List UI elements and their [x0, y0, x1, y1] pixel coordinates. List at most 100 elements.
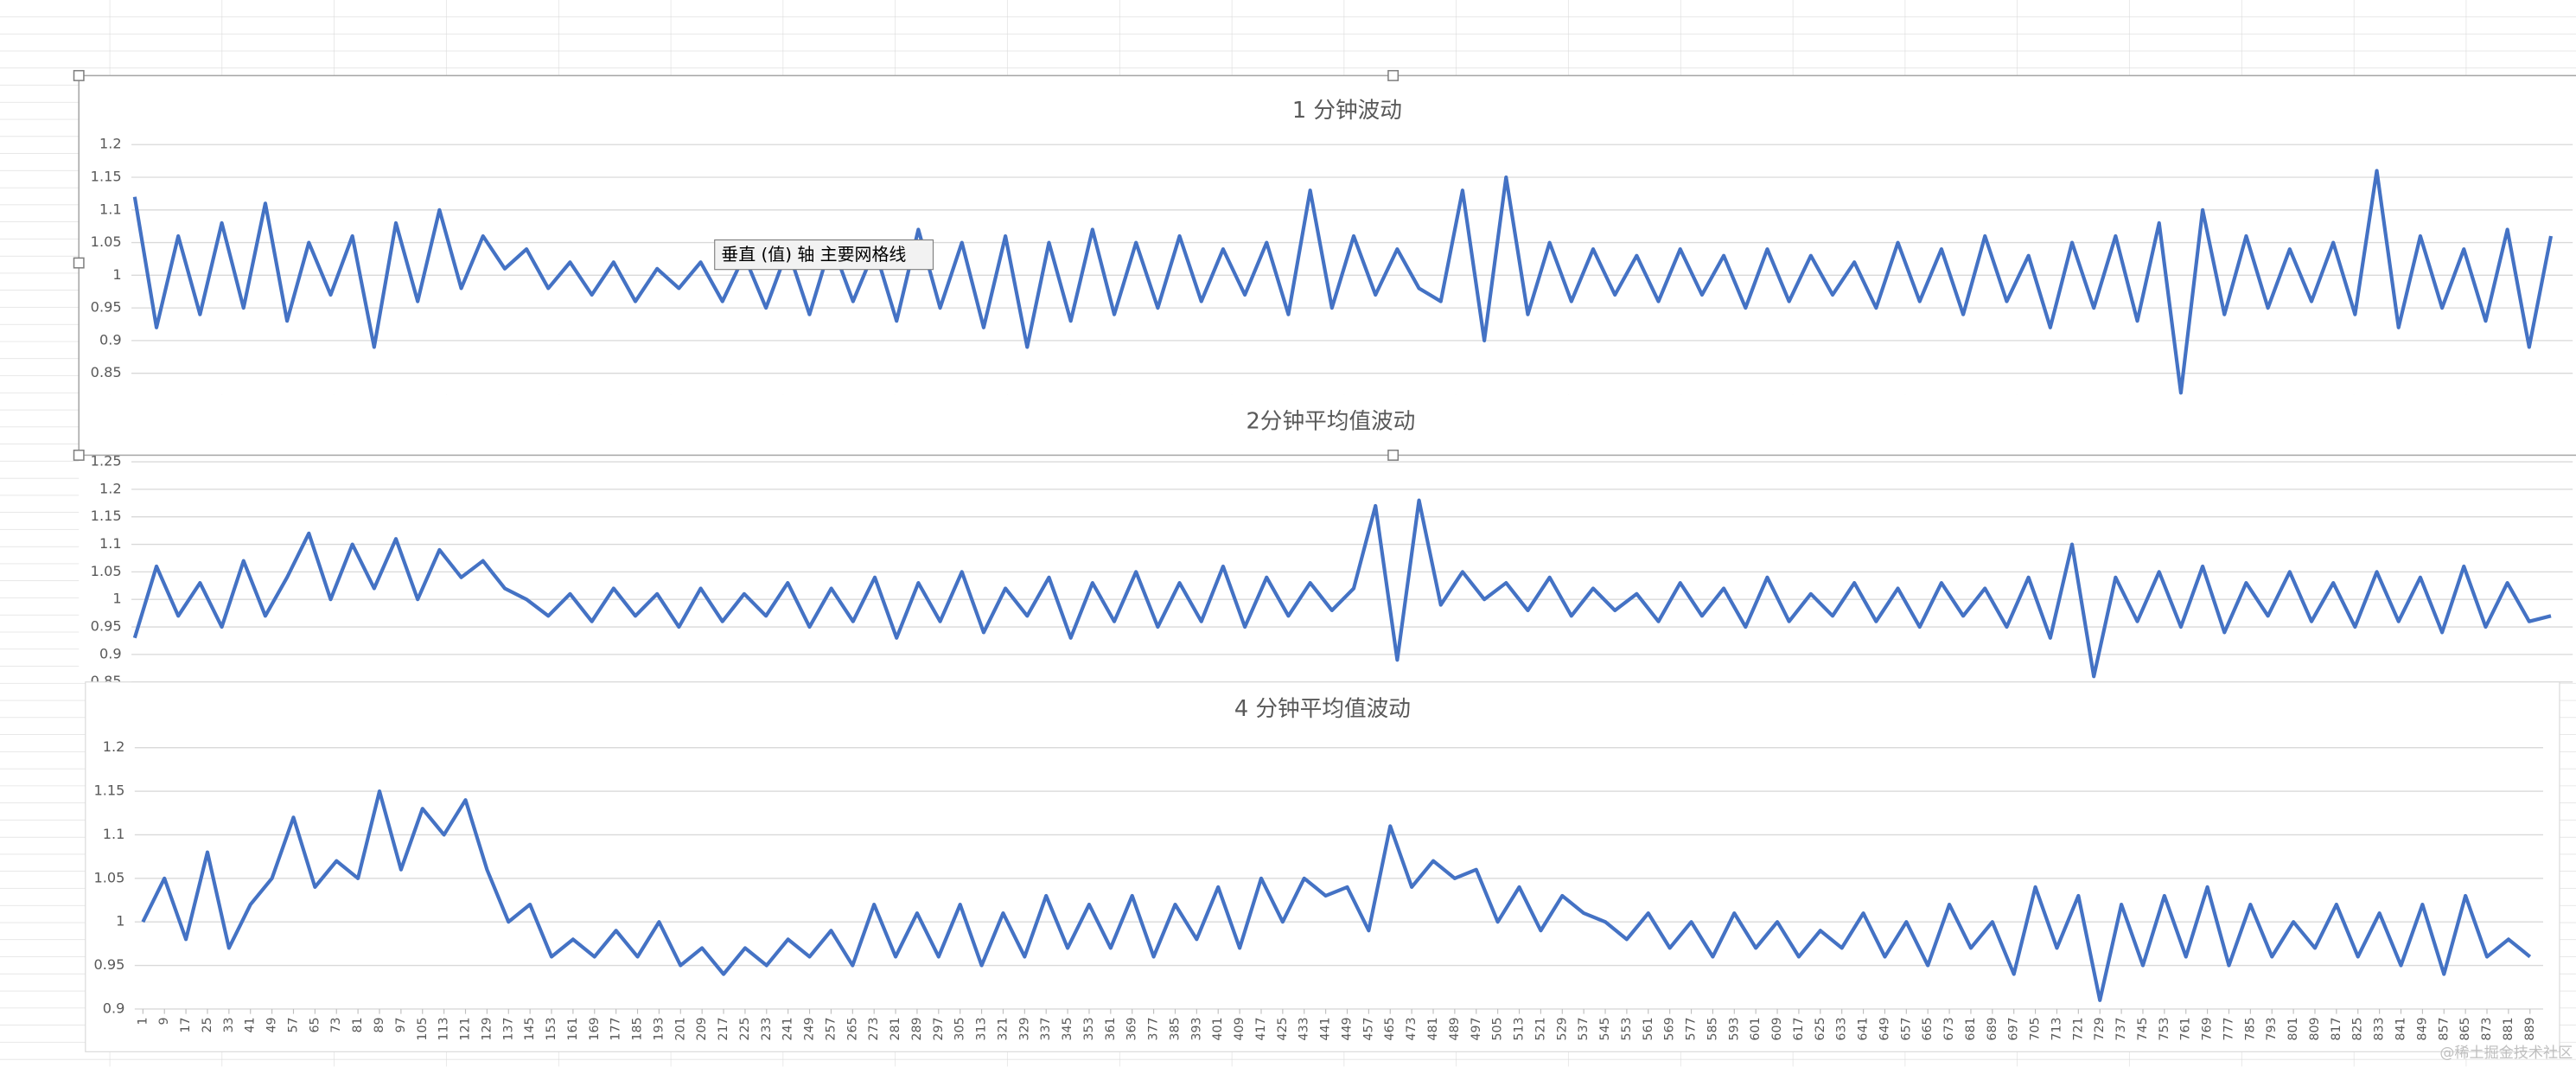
- x-tick-label: 817: [2330, 1017, 2343, 1040]
- x-tick-label: 617: [1792, 1017, 1806, 1040]
- x-tick-label: 305: [953, 1017, 967, 1040]
- y-tick-label: 1.15: [91, 169, 122, 185]
- y-tick-label: 1.05: [93, 869, 124, 885]
- x-tick-label: 121: [459, 1017, 473, 1040]
- x-tick-label: 193: [652, 1017, 666, 1040]
- x-tick-label: 33: [222, 1017, 236, 1032]
- x-tick-label: 609: [1770, 1017, 1784, 1040]
- y-tick-label: 0.95: [91, 618, 122, 635]
- y-tick-label: 0.95: [91, 299, 122, 316]
- x-tick-label: 793: [2265, 1017, 2279, 1040]
- data-line: [132, 169, 2554, 395]
- x-tick-label: 721: [2071, 1017, 2085, 1040]
- chart-1min[interactable]: 1 分钟波动 0.85 0.9 0.95 1 1.05 1.1 1.15 1.2: [79, 75, 2576, 395]
- x-tick-label: 505: [1491, 1017, 1505, 1040]
- x-tick-label: 753: [2158, 1017, 2171, 1040]
- x-tick-label: 217: [717, 1017, 730, 1040]
- x-tick-label: 17: [179, 1017, 193, 1032]
- x-tick-label: 273: [867, 1017, 881, 1040]
- tooltip-text: 垂直 (值) 轴 主要网格线: [721, 244, 906, 265]
- x-tick-label: 633: [1835, 1017, 1849, 1040]
- x-tick-label: 465: [1383, 1017, 1397, 1040]
- x-tick-label: 401: [1211, 1017, 1225, 1040]
- x-tick-label: 705: [2029, 1017, 2043, 1040]
- x-tick-label: 585: [1706, 1017, 1719, 1040]
- x-tick-label: 105: [416, 1017, 430, 1040]
- x-tick-label: 177: [609, 1017, 623, 1040]
- chart-title: 4 分钟平均值波动: [1234, 696, 1411, 722]
- x-tick-label: 97: [394, 1017, 408, 1032]
- y-tick-label: 1.2: [99, 136, 122, 152]
- x-tick-label: 137: [501, 1017, 515, 1040]
- x-tick-label: 457: [1361, 1017, 1375, 1040]
- x-tick-label: 681: [1964, 1017, 1978, 1040]
- x-tick-label: 353: [1082, 1017, 1096, 1040]
- y-tick-label: 1.15: [93, 783, 124, 799]
- x-tick-label: 641: [1857, 1017, 1871, 1040]
- x-tick-label: 569: [1663, 1017, 1677, 1040]
- x-tick-label: 73: [329, 1017, 343, 1032]
- x-tick-label: 25: [201, 1017, 214, 1032]
- watermark: @稀土掘金技术社区: [2439, 1045, 2573, 1062]
- y-tick-label: 1.1: [99, 535, 122, 552]
- x-tick-label: 329: [1017, 1017, 1031, 1040]
- chart-area: [85, 681, 2560, 1052]
- x-tick-label: 345: [1061, 1017, 1074, 1040]
- x-tick-label: 857: [2437, 1017, 2451, 1040]
- x-tick-label: 737: [2114, 1017, 2128, 1040]
- x-tick-label: 881: [2502, 1017, 2515, 1040]
- x-tick-label: 841: [2394, 1017, 2408, 1040]
- y-tick-label: 0.85: [91, 364, 122, 380]
- y-tick-label: 1.1: [103, 826, 125, 842]
- x-tick-label: 161: [566, 1017, 580, 1040]
- x-tick-label: 145: [523, 1017, 537, 1040]
- y-tick-label: 1.25: [91, 453, 122, 470]
- x-tick-label: 825: [2351, 1017, 2365, 1040]
- x-tick-label: 593: [1727, 1017, 1741, 1040]
- x-tick-label: 385: [1168, 1017, 1182, 1040]
- x-tick-label: 745: [2136, 1017, 2150, 1040]
- x-tick-label: 449: [1340, 1017, 1354, 1040]
- x-tick-label: 865: [2458, 1017, 2472, 1040]
- y-tick-label: 0.95: [93, 956, 124, 973]
- x-tick-label: 545: [1598, 1017, 1612, 1040]
- x-tick-label: 777: [2222, 1017, 2235, 1040]
- x-tick-label: 425: [1276, 1017, 1290, 1040]
- x-tick-label: 513: [1513, 1017, 1527, 1040]
- selection-frame: [73, 69, 2576, 461]
- x-tick-label: 497: [1470, 1017, 1483, 1040]
- x-tick-label: 441: [1319, 1017, 1333, 1040]
- x-tick-label: 673: [1942, 1017, 1956, 1040]
- x-tick-label: 529: [1555, 1017, 1569, 1040]
- x-tick-label: 257: [824, 1017, 838, 1040]
- x-tick-label: 521: [1533, 1017, 1547, 1040]
- tooltip: 垂直 (值) 轴 主要网格线: [714, 239, 934, 271]
- x-tick-label: 849: [2415, 1017, 2429, 1040]
- x-tick-label: 81: [351, 1017, 365, 1032]
- x-tick-label: 577: [1685, 1017, 1699, 1040]
- x-tick-label: 337: [1039, 1017, 1053, 1040]
- x-tick-label: 113: [437, 1017, 451, 1040]
- x-tick-label: 553: [1620, 1017, 1634, 1040]
- x-tick-label: 297: [932, 1017, 946, 1040]
- x-tick-label: 169: [588, 1017, 602, 1040]
- y-tick-label: 1: [112, 591, 121, 607]
- x-tick-label: 417: [1254, 1017, 1268, 1040]
- x-tick-label: 761: [2179, 1017, 2193, 1040]
- y-tick-label: 0.9: [103, 1000, 125, 1016]
- x-tick-label: 785: [2243, 1017, 2257, 1040]
- x-tick-label: 185: [631, 1017, 645, 1040]
- y-tick-label: 1: [112, 266, 121, 283]
- y-tick-label: 1.2: [103, 738, 125, 755]
- y-tick-label: 1: [116, 913, 124, 930]
- y-tick-label: 1.2: [99, 480, 122, 496]
- y-tick-label: 1.1: [99, 201, 122, 217]
- data-line: [132, 498, 2552, 679]
- x-tick-label: 369: [1125, 1017, 1139, 1040]
- chart-title: 2分钟平均值波动: [1246, 408, 1415, 434]
